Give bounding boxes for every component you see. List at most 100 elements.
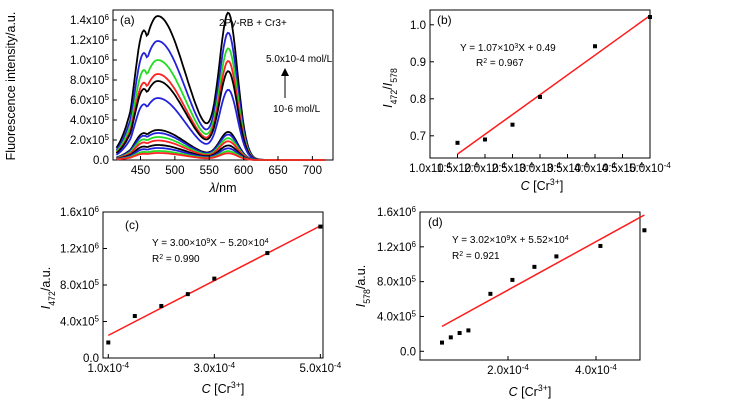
chart-panel-d: 2.0x10-4 4.0x10-4 0.0 4.0x105 8.0x105 1.2x106… (377, 205, 647, 378)
y-tick-label: 8.0x105 (70, 73, 110, 88)
data-point-d (488, 291, 493, 296)
data-point-b (593, 44, 597, 49)
x-tick-label: 3.0x10-4 (519, 161, 561, 176)
x-axis-label-d: C [Cr3+] (509, 383, 552, 399)
annotation-low-conc: 10-6 mol/L (273, 104, 321, 115)
fit-equation-d: Y = 3.02×109X + 5.52×104 (452, 235, 569, 247)
chart-panel-b: 1.0x10-41.5x10-42.0x10-42.5x10-43.0x10-4… (409, 9, 671, 176)
data-point-c (132, 314, 137, 319)
data-point-b (483, 137, 487, 142)
y-tick-label: 1.2x106 (60, 241, 100, 256)
plot-frame (429, 9, 651, 159)
panel-label-b: (b) (437, 13, 452, 27)
y-axis-label-c: I472/a.u. (39, 267, 57, 309)
x-tick-label: 1.5x10-4 (437, 161, 479, 176)
data-point-b (538, 94, 542, 99)
y-tick-label: 0.0 (93, 155, 109, 167)
data-point-c (212, 276, 217, 281)
data-point-b (455, 140, 460, 145)
y-tick-label: 4.0x105 (377, 309, 417, 324)
y-tick-label: 1.2x106 (70, 33, 110, 48)
x-tick-label: 1.0x10-4 (409, 161, 451, 176)
data-point-d (510, 277, 515, 282)
spectrum-line-14 (116, 152, 326, 161)
annotation-high-conc: 5.0x10-4 mol/L (266, 54, 333, 65)
data-point-c (265, 251, 270, 256)
data-point-c (159, 303, 164, 308)
panel-label-a: (a) (120, 13, 135, 27)
x-tick-label: 4.5x10-4 (602, 161, 644, 176)
panel-label-d: (d) (428, 215, 443, 229)
y-tick-label: 1.0x106 (70, 53, 110, 68)
plot-frame (102, 211, 324, 359)
y-tick-label: 0.0 (400, 346, 416, 358)
data-point-d (598, 243, 603, 248)
y-tick-label: 8.0x105 (377, 274, 417, 289)
x-tick-label: 4.0x10-4 (574, 161, 616, 176)
fit-equation-c: Y = 3.00×109X − 5.20×104 (152, 238, 269, 250)
y-axis-label-d: I578/a.u. (354, 265, 372, 307)
data-point-d (642, 228, 647, 233)
y-tick-label: 8.0x105 (60, 278, 100, 293)
x-tick-label: 700 (303, 165, 322, 177)
y-axis-label-a: Fluorescence intensity/a.u. (4, 12, 18, 161)
fit-r2-d: R2 = 0.921 (452, 251, 500, 263)
y-axis-label-b: I472/I578 (381, 68, 399, 108)
x-tick-label: 500 (165, 165, 184, 177)
data-point-d (532, 264, 537, 269)
fit-line-d (441, 214, 645, 328)
x-tick-label: 3.0x10-4 (193, 361, 235, 376)
fit-r2-c: R2 = 0.990 (152, 254, 200, 266)
data-point-b (648, 15, 652, 20)
x-axis-label-b: C [Cr3+] (521, 177, 564, 193)
y-tick-label: 4.0x105 (60, 314, 100, 329)
y-tick-label: 2.0x105 (70, 133, 110, 148)
y-tick-label: 1.0 (410, 20, 426, 32)
annotation-system: 2Py-RB + Cr3+ (219, 18, 287, 29)
fit-r2-b: R2 = 0.967 (476, 58, 524, 70)
y-tick-label: 4.0x105 (70, 113, 110, 128)
x-tick-label: 550 (200, 165, 219, 177)
x-tick-label: 5.0x10-4 (629, 161, 671, 176)
x-tick-label: 650 (268, 165, 287, 177)
y-tick-label: 0.9 (410, 57, 426, 69)
panel-label-c: (c) (125, 218, 139, 232)
data-point-c (185, 292, 190, 297)
x-tick-label: 600 (234, 165, 253, 177)
chart-panel-c: 1.0x10-4 3.0x10-4 5.0x10-4 0.0 4.0x105 8.0x10… (60, 205, 342, 376)
data-point-d (440, 340, 444, 345)
data-point-b (510, 122, 515, 127)
x-tick-label: 2.0x10-4 (487, 363, 529, 378)
arrow-head-icon (281, 68, 289, 76)
y-tick-label: 1.2x106 (377, 239, 417, 254)
y-tick-label: 1.6x106 (60, 205, 100, 220)
data-point-c (106, 340, 111, 345)
fit-equation-b: Y = 1.07×103X + 0.49 (460, 43, 556, 55)
x-tick-label: 2.5x10-4 (492, 161, 534, 176)
y-tick-label: 0.7 (410, 131, 426, 143)
x-tick-label: 450 (131, 165, 150, 177)
y-tick-label: 1.4x106 (70, 13, 110, 28)
y-tick-label: 6.0x105 (70, 93, 110, 108)
y-tick-label: 0.0 (83, 353, 99, 365)
x-tick-label: 1.0x10-4 (87, 361, 129, 376)
y-tick-label: 1.6x106 (377, 205, 417, 220)
x-tick-label: 5.0x10-4 (300, 361, 342, 376)
data-point-d (457, 331, 462, 336)
x-axis-label-a: λ/nm (209, 181, 237, 195)
plot-frame (112, 9, 334, 161)
data-point-d (554, 254, 559, 259)
x-tick-label: 4.0x10-4 (575, 363, 617, 378)
fit-line-c (107, 225, 321, 337)
x-tick-label: 3.5x10-4 (547, 161, 589, 176)
plot-frame (419, 211, 641, 361)
data-point-d (448, 335, 453, 340)
data-point-d (466, 328, 471, 333)
chart-panel-a: 450 500 550 600 650 700 0.0 2.0x105 4.0x105 6.0x1… (70, 9, 334, 177)
x-tick-label: 2.0x10-4 (464, 161, 506, 176)
fit-line-b (457, 14, 651, 155)
data-point-c (318, 224, 323, 229)
x-axis-label-c: C [Cr3+] (202, 380, 245, 396)
y-tick-label: 0.8 (410, 94, 426, 106)
